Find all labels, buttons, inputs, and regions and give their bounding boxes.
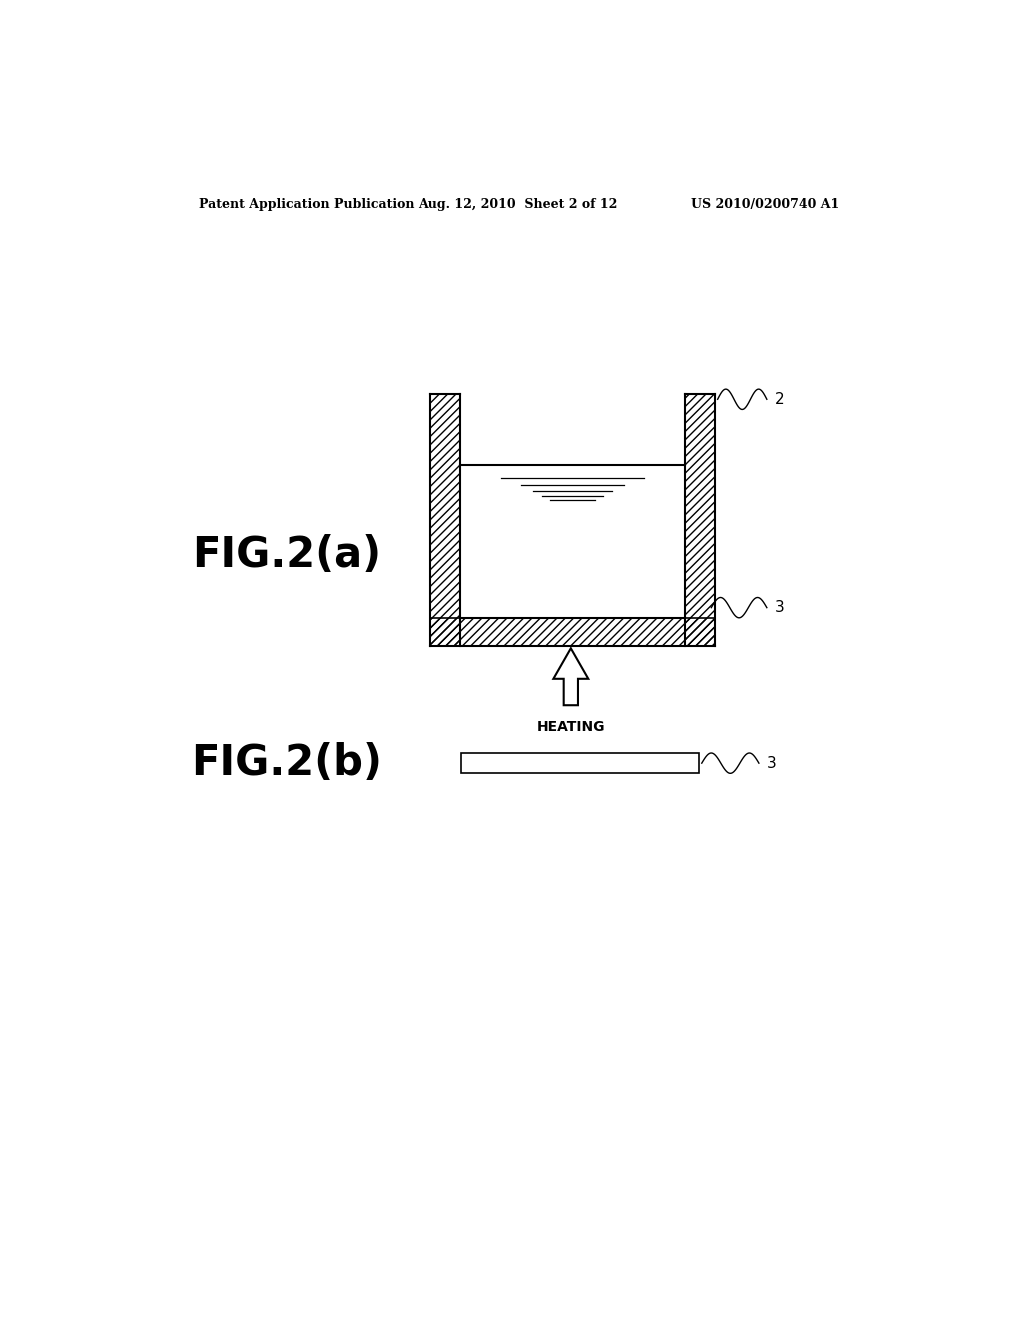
Bar: [461, 752, 699, 774]
Text: 3: 3: [775, 601, 784, 615]
Bar: [685, 395, 715, 647]
Text: 3: 3: [767, 755, 776, 771]
Text: HEATING: HEATING: [537, 721, 605, 734]
Bar: [430, 395, 460, 647]
Text: US 2010/0200740 A1: US 2010/0200740 A1: [691, 198, 840, 211]
Text: 2: 2: [775, 392, 784, 407]
Text: FIG.2(b): FIG.2(b): [191, 742, 382, 784]
Bar: [430, 618, 715, 647]
Text: FIG.2(a): FIG.2(a): [193, 533, 381, 576]
Bar: [460, 395, 685, 618]
Text: Patent Application Publication: Patent Application Publication: [200, 198, 415, 211]
Polygon shape: [553, 648, 588, 705]
Text: Aug. 12, 2010  Sheet 2 of 12: Aug. 12, 2010 Sheet 2 of 12: [418, 198, 617, 211]
